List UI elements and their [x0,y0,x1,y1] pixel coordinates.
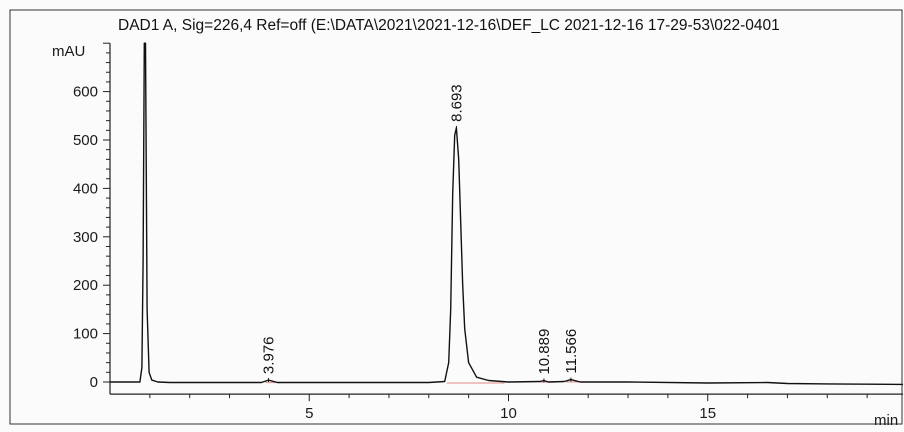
y-tick-label: 300 [73,229,98,246]
x-tick-label: 15 [699,405,716,422]
chart-title: DAD1 A, Sig=226,4 Ref=off (E:\DATA\2021\… [118,17,780,34]
y-tick-label: 100 [73,326,98,343]
plot-frame [9,9,903,425]
peak-rt-label: 11.566 [563,329,580,374]
peak-rt-label: 8.693 [448,84,465,122]
x-tick-label: 5 [305,405,313,422]
y-tick-label: 600 [73,84,98,101]
peak-rt-label: 3.976 [260,337,277,375]
y-tick-label: 500 [73,132,98,149]
y-tick-label: 0 [90,374,98,391]
x-tick-label: 10 [500,405,517,422]
y-axis-unit-label: mAU [52,43,85,60]
x-axis-unit-label: min [874,412,898,429]
peak-rt-label: 10.889 [536,329,553,375]
signal-trace [110,42,904,386]
y-tick-label: 200 [73,277,98,294]
y-tick-label: 400 [73,180,98,197]
